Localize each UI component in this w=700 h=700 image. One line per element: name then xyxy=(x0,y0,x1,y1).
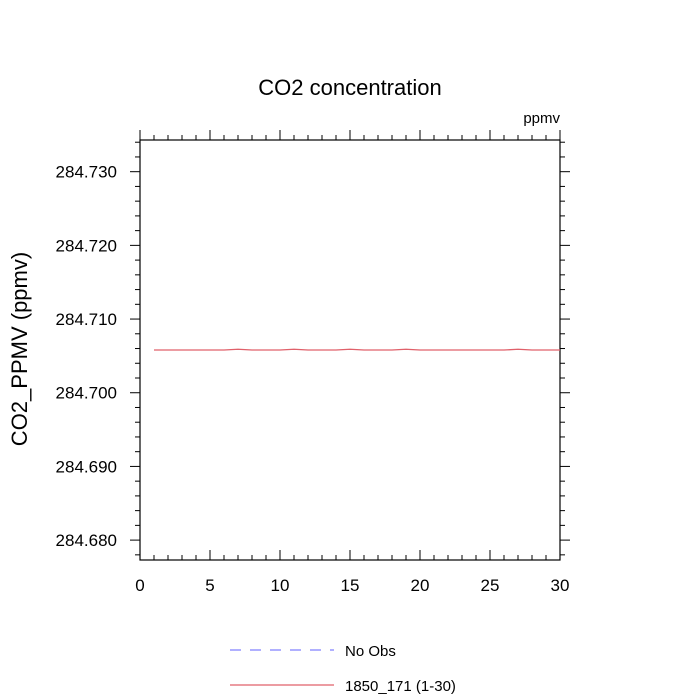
units-label: ppmv xyxy=(523,110,560,127)
x-tick-label: 15 xyxy=(341,576,360,595)
legend: No Obs 1850_171 (1-30) xyxy=(230,643,456,695)
series-layer xyxy=(154,348,560,351)
x-tick-label: 5 xyxy=(205,576,214,595)
y-tick-label: 284.680 xyxy=(56,531,117,550)
y-tick-label: 284.730 xyxy=(56,163,117,182)
x-tick-label: 25 xyxy=(481,576,500,595)
chart-title: CO2 concentration xyxy=(258,75,441,100)
legend-label: No Obs xyxy=(345,643,396,660)
x-tick-label: 0 xyxy=(135,576,144,595)
x-tick-label: 30 xyxy=(551,576,570,595)
series-line xyxy=(154,348,560,351)
y-tick-label: 284.720 xyxy=(56,236,117,255)
axis-ticks xyxy=(130,130,570,560)
x-tick-label: 20 xyxy=(411,576,430,595)
y-tick-label: 284.690 xyxy=(56,457,117,476)
x-tick-label: 10 xyxy=(271,576,290,595)
y-tick-label: 284.700 xyxy=(56,384,117,403)
tick-labels: 0 5 10 15 20 25 30 284.680 284.690 284.700 284.710… xyxy=(56,163,570,595)
legend-label: 1850_171 (1-30) xyxy=(345,678,456,695)
y-axis-label: CO2_PPMV (ppmv) xyxy=(7,252,32,446)
y-tick-label: 284.710 xyxy=(56,310,117,329)
